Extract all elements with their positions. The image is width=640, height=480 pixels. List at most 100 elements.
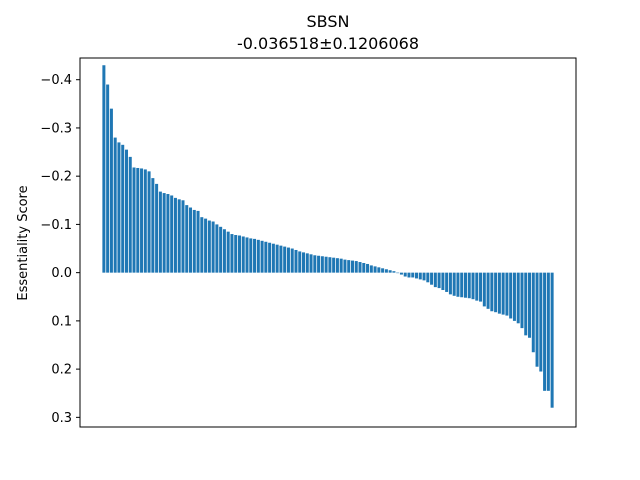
bar	[245, 237, 249, 273]
y-tick-label: 0.0	[51, 266, 72, 281]
bar	[279, 245, 283, 273]
bar	[117, 142, 121, 273]
bar	[509, 272, 513, 319]
bar	[418, 272, 422, 280]
bar	[531, 272, 535, 353]
bar	[324, 256, 328, 273]
plot-frame	[79, 57, 577, 428]
bar	[546, 272, 550, 391]
bar	[520, 272, 524, 329]
chart-title: SBSN	[307, 12, 350, 31]
bar	[166, 194, 170, 273]
bar	[185, 205, 189, 273]
bar	[441, 272, 445, 291]
bar	[313, 255, 317, 273]
y-tick-label: −0.4	[40, 73, 72, 88]
bar	[528, 272, 532, 338]
bar	[204, 218, 208, 273]
bar	[516, 272, 520, 324]
bar	[189, 207, 193, 273]
bar	[339, 258, 343, 273]
bar	[512, 272, 516, 321]
bar	[271, 243, 275, 273]
y-tick-label: 0.3	[51, 411, 72, 426]
bar	[482, 272, 486, 307]
bar	[241, 236, 245, 273]
bar	[550, 272, 554, 408]
bar	[335, 258, 339, 273]
bar	[162, 193, 166, 273]
bar	[317, 255, 321, 273]
bar	[155, 183, 159, 273]
bar	[177, 199, 181, 273]
bar	[286, 247, 290, 273]
bar	[132, 167, 136, 273]
bar	[102, 65, 106, 273]
bar	[222, 229, 226, 273]
bar	[426, 272, 430, 283]
bar	[192, 209, 196, 273]
bar	[309, 254, 313, 273]
bar	[264, 241, 268, 273]
bar	[230, 234, 234, 273]
y-tick-label: 0.2	[51, 363, 72, 378]
bar	[362, 263, 366, 273]
y-tick-label: −0.3	[40, 121, 72, 136]
bar	[121, 144, 125, 273]
bar	[445, 272, 449, 292]
bar	[479, 272, 483, 302]
bar	[343, 259, 347, 273]
bar	[200, 217, 204, 273]
bar	[373, 266, 377, 273]
bar	[253, 238, 257, 273]
bar	[140, 168, 144, 273]
bar	[399, 272, 403, 275]
bar	[181, 200, 185, 273]
bar	[332, 257, 336, 273]
bar	[486, 272, 490, 309]
bar	[403, 272, 407, 277]
bar	[358, 262, 362, 273]
bar	[302, 252, 306, 273]
bar	[298, 251, 302, 273]
bar	[456, 272, 460, 297]
y-tick-label: 0.1	[51, 314, 72, 329]
chart-subtitle: -0.036518±0.1206068	[237, 34, 419, 53]
bar	[283, 246, 287, 273]
bar	[471, 272, 475, 300]
y-axis-label: Essentiality Score	[16, 185, 31, 300]
bar	[290, 248, 294, 273]
bar	[437, 272, 441, 289]
bar	[381, 268, 385, 273]
bar	[275, 244, 279, 273]
bar	[294, 249, 298, 273]
bar	[497, 272, 501, 314]
bar	[422, 272, 426, 281]
bar	[384, 269, 388, 273]
bar	[535, 272, 539, 367]
y-axis-ticks: −0.4 −0.3 −0.2 −0.1 0.0 0.1 0.2 0.3	[40, 73, 80, 426]
bar	[170, 195, 174, 273]
bar	[328, 257, 332, 273]
y-tick-label: −0.1	[40, 218, 72, 233]
bar	[347, 260, 351, 273]
bar	[124, 149, 128, 273]
bar	[501, 272, 505, 315]
bar	[143, 169, 147, 273]
bar	[494, 272, 498, 313]
bar	[460, 272, 464, 298]
bar	[524, 272, 528, 336]
bar	[377, 267, 381, 273]
bar	[366, 263, 370, 273]
bar	[475, 272, 479, 301]
bar	[147, 171, 151, 273]
bar	[305, 253, 309, 273]
bar	[388, 270, 392, 273]
bar	[113, 137, 117, 273]
bar	[249, 238, 253, 273]
bar	[505, 272, 509, 316]
bar	[219, 226, 223, 273]
bar	[369, 265, 373, 273]
bar	[433, 272, 437, 288]
